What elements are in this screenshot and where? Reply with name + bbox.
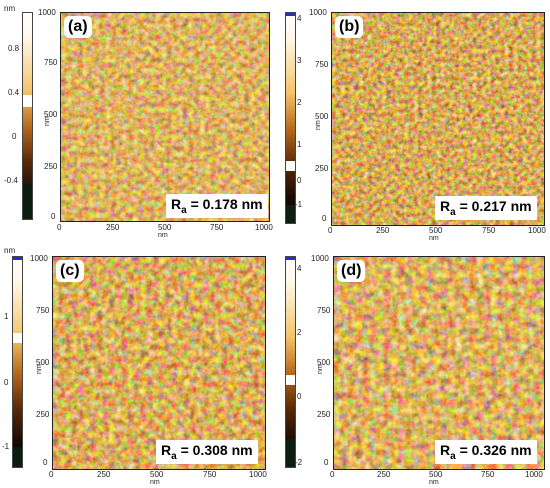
- y-axis-unit: nm: [315, 120, 322, 130]
- x-tick-label: 750: [481, 470, 495, 479]
- ra-value: = 0.178 nm: [190, 196, 263, 212]
- colorbar-tick: 0.8: [8, 44, 20, 53]
- y-tick-label: 0: [51, 212, 56, 221]
- afm-panel-b: 4 3 2 1 0 -1 1000 750 500 250 0 nm (b) R…: [275, 0, 550, 244]
- x-tick-label: 1000: [528, 226, 546, 235]
- x-axis-unit: nm: [429, 479, 439, 486]
- colorbar-tick: 0.4: [8, 88, 20, 97]
- ra-symbol: R: [440, 442, 451, 458]
- ra-symbol: R: [171, 196, 182, 212]
- x-tick-label: 250: [376, 226, 390, 235]
- colorbar-tick: 1: [297, 140, 302, 149]
- x-tick-label: 750: [210, 223, 224, 232]
- y-tick-label: 750: [315, 60, 329, 69]
- y-tick-label: 250: [44, 162, 58, 171]
- ra-symbol: R: [440, 198, 451, 214]
- x-axis-unit: nm: [429, 235, 439, 242]
- colorbar-tick: 4: [297, 264, 302, 273]
- y-tick-label: 250: [315, 164, 329, 173]
- y-tick-label: 1000: [311, 254, 329, 263]
- colorbar-tick: -1: [295, 200, 303, 209]
- x-tick-label: 0: [330, 470, 335, 479]
- colorbar-unit-label: nm: [4, 246, 16, 255]
- colorbar-tick: 0: [297, 176, 302, 185]
- x-axis-unit: nm: [150, 479, 160, 486]
- colorbar: [22, 12, 33, 220]
- ra-subscript: a: [450, 206, 456, 218]
- afm-height-image: [331, 12, 545, 226]
- x-tick-label: 250: [106, 223, 120, 232]
- colorbar: [285, 256, 296, 468]
- y-tick-label: 500: [315, 112, 329, 121]
- x-tick-label: 0: [57, 223, 62, 232]
- y-tick-label: 1000: [30, 254, 48, 263]
- colorbar-tick: 3: [297, 56, 302, 65]
- colorbar-unit-label: nm: [4, 4, 16, 13]
- roughness-label: Ra = 0.178 nm: [166, 194, 268, 218]
- x-tick-label: 1000: [255, 223, 273, 232]
- x-axis-unit: nm: [158, 232, 168, 239]
- roughness-label: Ra = 0.308 nm: [156, 440, 258, 464]
- afm-panel-c: nm 1 0 -1 1000 750 500 250 0 nm (c) Ra =…: [0, 244, 275, 488]
- colorbar-tick: 2: [297, 98, 302, 107]
- ra-symbol: R: [161, 442, 172, 458]
- y-tick-label: 0: [324, 458, 329, 467]
- x-tick-label: 500: [150, 470, 164, 479]
- y-tick-label: 750: [36, 306, 50, 315]
- ra-subscript: a: [450, 450, 456, 462]
- ra-value: = 0.326 nm: [459, 442, 532, 458]
- y-tick-label: 500: [317, 358, 331, 367]
- colorbar-tick: 0: [297, 392, 302, 401]
- y-tick-label: 500: [44, 110, 58, 119]
- roughness-label: Ra = 0.326 nm: [435, 440, 537, 464]
- panel-label: (b): [335, 16, 364, 38]
- roughness-label: Ra = 0.217 nm: [435, 196, 537, 220]
- y-tick-label: 250: [36, 410, 50, 419]
- colorbar-tick: 0: [12, 132, 17, 141]
- y-axis-unit: nm: [317, 364, 324, 374]
- x-tick-label: 500: [429, 226, 443, 235]
- colorbar-tick: -1: [2, 442, 10, 451]
- y-tick-label: 1000: [309, 8, 327, 17]
- x-tick-label: 750: [482, 226, 496, 235]
- panel-label: (c): [56, 260, 84, 282]
- colorbar-tick: -2: [295, 458, 303, 467]
- afm-panel-a: nm 0.8 0.4 0 -0.4 1000 750 500 250 0 nm …: [0, 0, 275, 244]
- colorbar: [285, 12, 296, 224]
- afm-height-image: [333, 256, 545, 470]
- y-tick-label: 0: [322, 214, 327, 223]
- afm-height-image: [52, 256, 266, 470]
- x-tick-label: 250: [97, 470, 111, 479]
- y-tick-label: 0: [43, 458, 48, 467]
- x-tick-label: 0: [49, 470, 54, 479]
- afm-panel-d: 4 2 0 -2 1000 750 500 250 0 nm (d) Ra = …: [275, 244, 550, 488]
- y-tick-label: 500: [36, 358, 50, 367]
- ra-value: = 0.217 nm: [459, 198, 532, 214]
- y-axis-unit: nm: [44, 116, 51, 126]
- x-tick-label: 750: [203, 470, 217, 479]
- y-tick-label: 750: [317, 306, 331, 315]
- afm-height-image: [60, 12, 270, 222]
- y-tick-label: 750: [44, 58, 58, 67]
- x-tick-label: 0: [328, 226, 333, 235]
- colorbar: [12, 256, 23, 468]
- x-tick-label: 1000: [249, 470, 267, 479]
- ra-subscript: a: [171, 450, 177, 462]
- colorbar-tick: 4: [297, 14, 302, 23]
- colorbar-tick: 2: [297, 328, 302, 337]
- y-axis-unit: nm: [36, 364, 43, 374]
- panel-label: (a): [64, 16, 92, 38]
- y-tick-label: 250: [317, 410, 331, 419]
- colorbar-tick: -0.4: [4, 176, 18, 185]
- y-tick-label: 1000: [38, 8, 56, 17]
- panel-label: (d): [337, 260, 366, 282]
- x-tick-label: 500: [429, 470, 443, 479]
- x-tick-label: 250: [377, 470, 391, 479]
- ra-subscript: a: [181, 204, 187, 216]
- colorbar-tick: 0: [4, 378, 9, 387]
- x-tick-label: 1000: [525, 470, 543, 479]
- colorbar-tick: 1: [4, 312, 9, 321]
- x-tick-label: 500: [158, 223, 172, 232]
- ra-value: = 0.308 nm: [180, 442, 253, 458]
